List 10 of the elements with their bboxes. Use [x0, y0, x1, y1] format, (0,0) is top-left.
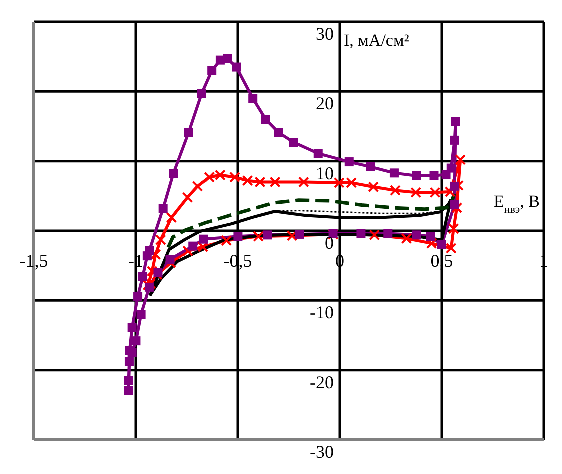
x-tick-label: -1,5	[20, 251, 48, 271]
y-tick-label: -30	[310, 442, 334, 462]
y-tick-label: -10	[310, 302, 334, 323]
y-axis-title: I, мА/см²	[344, 31, 410, 50]
y-tick-label: 0	[325, 233, 334, 253]
y-tick-label: -20	[310, 372, 334, 392]
y-tick-label: 30	[316, 24, 334, 44]
y-tick-label: 10	[316, 163, 334, 184]
x-axis-title: E$_{нвэ}$, В	[494, 192, 540, 216]
y-tick-label: 20	[316, 94, 334, 114]
